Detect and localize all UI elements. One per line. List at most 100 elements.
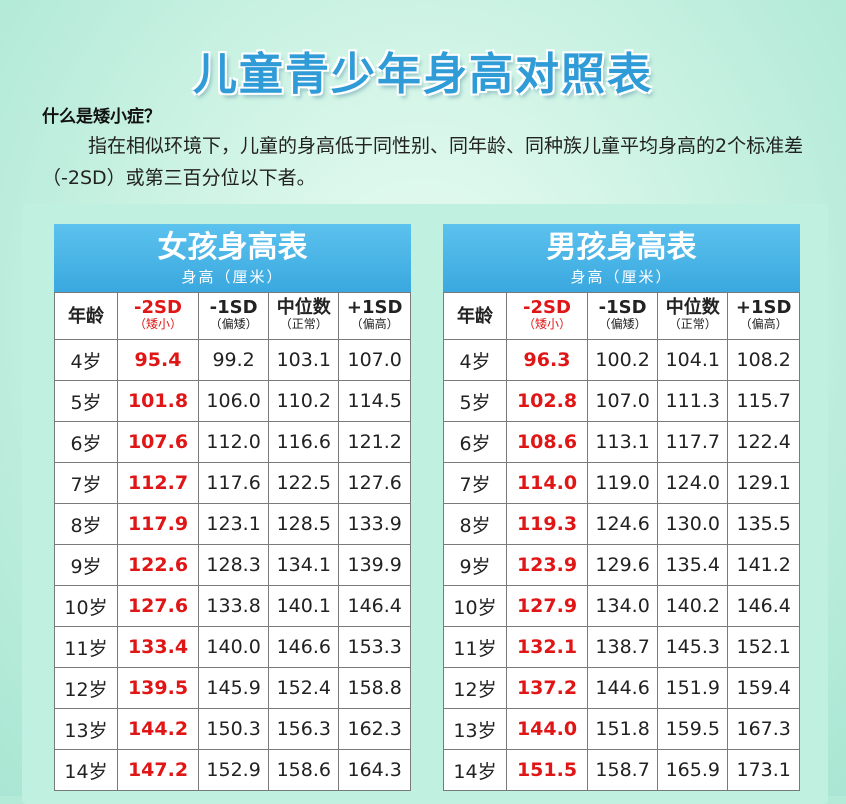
girl-height-table: 女孩身高表 身高（厘米） 年龄 -2SD （矮小） -1SD （偏矮） 中位数 （正常） +1… bbox=[54, 224, 411, 791]
age-cell: 7岁 bbox=[54, 462, 118, 504]
height-cell: 152.9 bbox=[197, 749, 270, 791]
table-row: 11岁 133.4 140.0 146.6 153.3 bbox=[54, 626, 411, 668]
height-cell: 135.5 bbox=[727, 503, 800, 545]
height-cell: 116.6 bbox=[268, 421, 340, 463]
age-cell: 4岁 bbox=[54, 339, 118, 381]
height-cell: 110.2 bbox=[268, 380, 340, 422]
height-cell: 165.9 bbox=[657, 749, 729, 791]
height-cell: 115.7 bbox=[727, 380, 800, 422]
table-row: 10岁 127.6 133.8 140.1 146.4 bbox=[54, 585, 411, 627]
column-header-label: 中位数 bbox=[665, 297, 720, 318]
height-cell: 96.3 bbox=[506, 339, 588, 381]
age-cell: 9岁 bbox=[443, 544, 507, 586]
height-cell: 159.5 bbox=[657, 708, 729, 750]
boy-table: 年龄 -2SD （矮小） -1SD （偏矮） 中位数 （正常） +1SD （偏高） 4岁 96.3 1… bbox=[443, 292, 800, 791]
height-cell: 103.1 bbox=[268, 339, 340, 381]
column-header: +1SD （偏高） bbox=[338, 292, 411, 340]
height-cell: 144.6 bbox=[586, 667, 659, 709]
age-cell: 11岁 bbox=[54, 626, 118, 668]
table-row: 7岁 112.7 117.6 122.5 127.6 bbox=[54, 462, 411, 504]
height-cell: 117.7 bbox=[657, 421, 729, 463]
height-cell: 158.8 bbox=[338, 667, 411, 709]
boy-unit-label: 身高（厘米） bbox=[570, 268, 673, 286]
height-cell: 104.1 bbox=[657, 339, 729, 381]
column-header-sub: （偏高） bbox=[739, 317, 788, 331]
height-cell: 151.5 bbox=[506, 749, 588, 791]
height-cell: 124.6 bbox=[586, 503, 659, 545]
girl-table-header: 女孩身高表 身高（厘米） bbox=[54, 224, 411, 292]
height-cell: 138.7 bbox=[586, 626, 659, 668]
height-cell: 133.9 bbox=[338, 503, 411, 545]
height-cell: 119.0 bbox=[586, 462, 659, 504]
column-header-sub: （矮小） bbox=[522, 317, 571, 331]
column-header: 年龄 bbox=[54, 292, 118, 340]
table-row: 4岁 95.4 99.2 103.1 107.0 bbox=[54, 339, 411, 381]
height-cell: 151.8 bbox=[586, 708, 659, 750]
height-cell: 95.4 bbox=[117, 339, 199, 381]
column-header: 年龄 bbox=[443, 292, 507, 340]
column-header-label: +1SD bbox=[735, 297, 792, 318]
age-cell: 6岁 bbox=[54, 421, 118, 463]
height-cell: 112.7 bbox=[117, 462, 199, 504]
boy-height-table: 男孩身高表 身高（厘米） 年龄 -2SD （矮小） -1SD （偏矮） 中位数 （正常） +1… bbox=[443, 224, 800, 791]
column-header: -1SD （偏矮） bbox=[586, 292, 659, 340]
age-cell: 12岁 bbox=[443, 667, 507, 709]
height-cell: 134.1 bbox=[268, 544, 340, 586]
height-cell: 114.0 bbox=[506, 462, 588, 504]
age-cell: 8岁 bbox=[443, 503, 507, 545]
height-cell: 145.3 bbox=[657, 626, 729, 668]
table-row: 8岁 119.3 124.6 130.0 135.5 bbox=[443, 503, 800, 545]
column-header: 中位数 （正常） bbox=[657, 292, 729, 340]
height-cell: 107.6 bbox=[117, 421, 199, 463]
height-cell: 133.8 bbox=[197, 585, 270, 627]
table-row: 13岁 144.2 150.3 156.3 162.3 bbox=[54, 708, 411, 750]
height-cell: 173.1 bbox=[727, 749, 800, 791]
table-row: 4岁 96.3 100.2 104.1 108.2 bbox=[443, 339, 800, 381]
height-cell: 113.1 bbox=[586, 421, 659, 463]
height-cell: 122.5 bbox=[268, 462, 340, 504]
column-header: -2SD （矮小） bbox=[506, 292, 588, 340]
girl-column-header-row: 年龄 -2SD （矮小） -1SD （偏矮） 中位数 （正常） +1SD （偏高） bbox=[54, 292, 411, 340]
height-cell: 127.6 bbox=[338, 462, 411, 504]
height-cell: 121.2 bbox=[338, 421, 411, 463]
girl-table-title: 女孩身高表 bbox=[157, 230, 308, 265]
height-cell: 112.0 bbox=[197, 421, 270, 463]
height-cell: 114.5 bbox=[338, 380, 411, 422]
age-cell: 5岁 bbox=[54, 380, 118, 422]
height-cell: 164.3 bbox=[338, 749, 411, 791]
height-cell: 151.9 bbox=[657, 667, 729, 709]
height-cell: 140.2 bbox=[657, 585, 729, 627]
height-cell: 129.1 bbox=[727, 462, 800, 504]
age-cell: 10岁 bbox=[54, 585, 118, 627]
column-header-label: +1SD bbox=[346, 297, 403, 318]
height-cell: 146.6 bbox=[268, 626, 340, 668]
height-cell: 102.8 bbox=[506, 380, 588, 422]
height-cell: 108.6 bbox=[506, 421, 588, 463]
age-cell: 8岁 bbox=[54, 503, 118, 545]
height-cell: 152.1 bbox=[727, 626, 800, 668]
age-cell: 12岁 bbox=[54, 667, 118, 709]
age-cell: 6岁 bbox=[443, 421, 507, 463]
page-title: 儿童青少年身高对照表 bbox=[193, 49, 653, 100]
table-row: 5岁 101.8 106.0 110.2 114.5 bbox=[54, 380, 411, 422]
height-cell: 108.2 bbox=[727, 339, 800, 381]
age-cell: 10岁 bbox=[443, 585, 507, 627]
table-row: 13岁 144.0 151.8 159.5 167.3 bbox=[443, 708, 800, 750]
height-cell: 106.0 bbox=[197, 380, 270, 422]
height-cell: 111.3 bbox=[657, 380, 729, 422]
column-header: 中位数 （正常） bbox=[268, 292, 340, 340]
height-cell: 162.3 bbox=[338, 708, 411, 750]
column-header-sub: （偏矮） bbox=[209, 317, 258, 331]
height-cell: 122.4 bbox=[727, 421, 800, 463]
height-cell: 147.2 bbox=[117, 749, 199, 791]
age-cell: 11岁 bbox=[443, 626, 507, 668]
age-cell: 9岁 bbox=[54, 544, 118, 586]
table-row: 10岁 127.9 134.0 140.2 146.4 bbox=[443, 585, 800, 627]
table-row: 5岁 102.8 107.0 111.3 115.7 bbox=[443, 380, 800, 422]
column-header: +1SD （偏高） bbox=[727, 292, 800, 340]
height-cell: 156.3 bbox=[268, 708, 340, 750]
age-cell: 4岁 bbox=[443, 339, 507, 381]
column-header: -1SD （偏矮） bbox=[197, 292, 270, 340]
height-cell: 137.2 bbox=[506, 667, 588, 709]
table-row: 9岁 123.9 129.6 135.4 141.2 bbox=[443, 544, 800, 586]
